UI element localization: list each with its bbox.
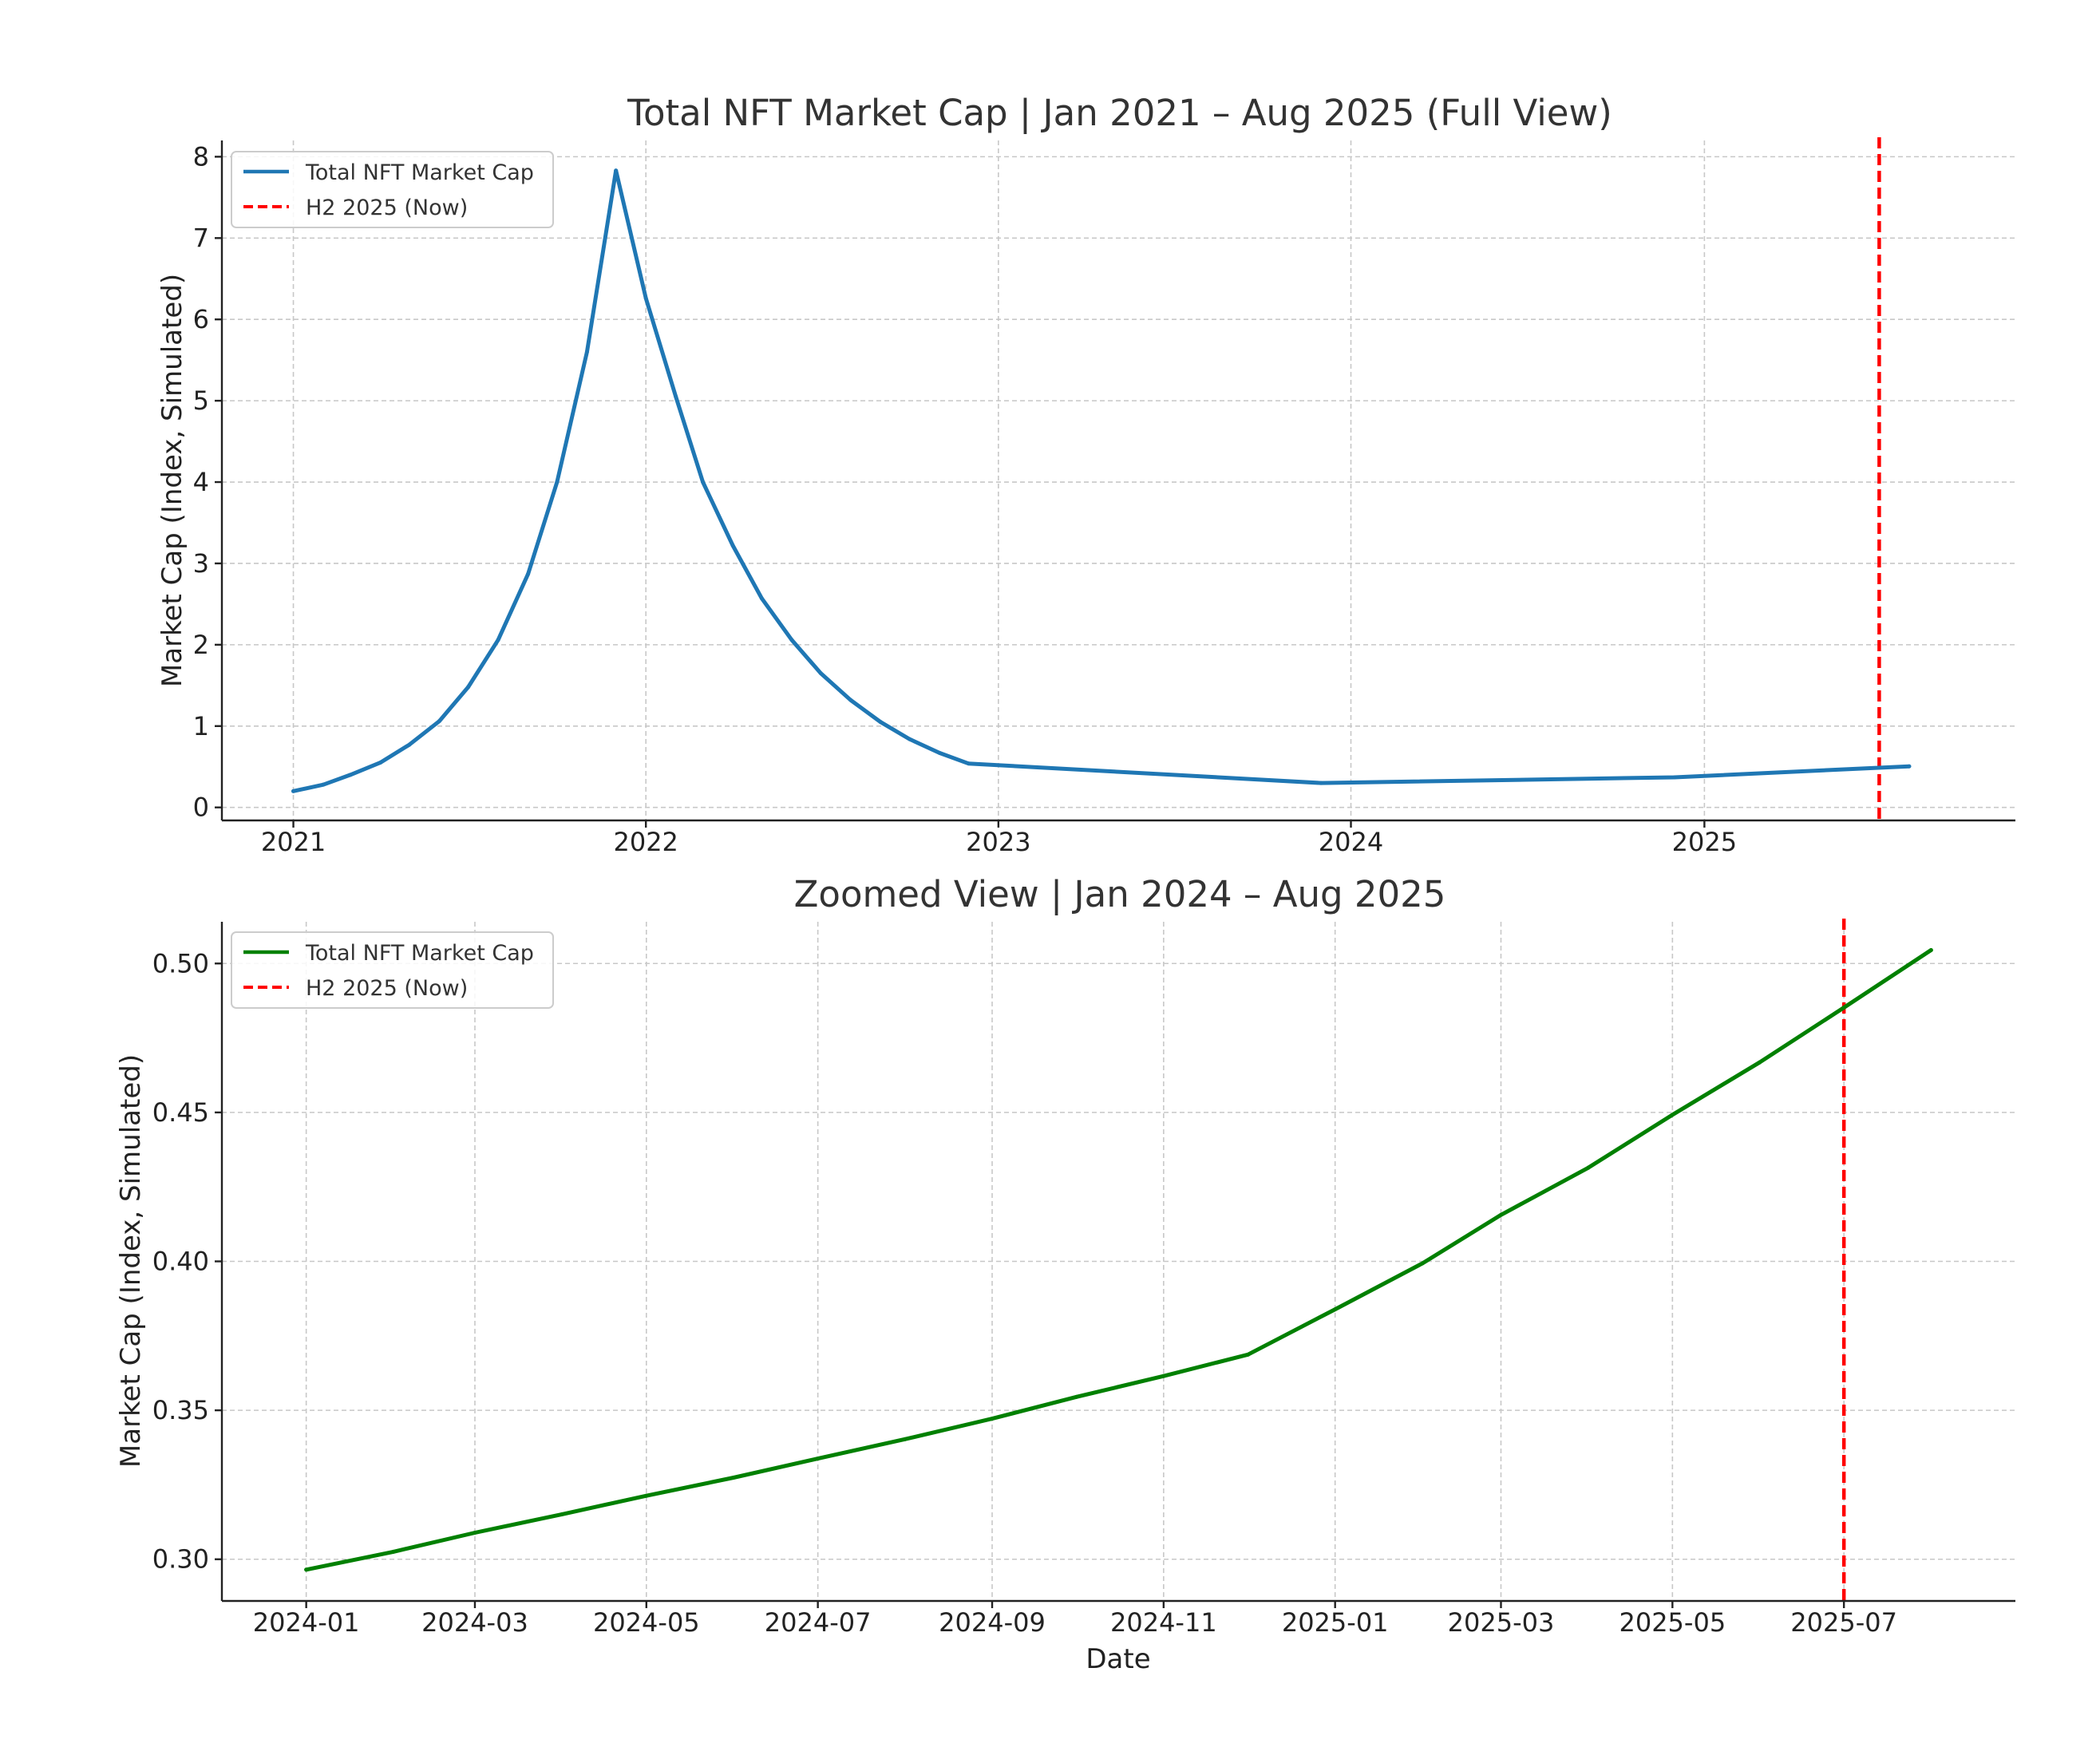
data-point [1586,1165,1591,1170]
data-point [560,1512,564,1516]
data-point [1758,1060,1762,1065]
data-point [731,1475,736,1480]
y-tick-label: 0.40 [152,1247,209,1277]
data-point [1246,1352,1251,1357]
data-point [391,1549,396,1554]
legend: Total NFT Market Cap H2 2025 (Now) [231,931,554,1009]
series-line [304,948,1933,1572]
data-point [701,480,706,484]
legend: Total NFT Market Cap H2 2025 (Now) [231,151,554,228]
data-point [1498,1212,1503,1217]
legend-label-series: Total NFT Market Cap [305,160,534,185]
legend-label-series: Total NFT Market Cap [305,941,534,966]
data-point [937,750,942,755]
data-point [1670,1113,1675,1117]
y-tick-label: 1 [193,711,209,741]
y-tick-label: 0.45 [152,1097,209,1128]
y-axis-label: Market Cap (Index, Simulated) [156,274,188,687]
x-tick-label: 2024-03 [421,1607,528,1638]
legend-frame [231,151,554,228]
data-point [966,761,971,766]
data-point [1074,1394,1079,1399]
data-point [1907,764,1912,769]
data-point [496,638,500,642]
legend-frame [231,931,554,1009]
data-point [789,638,794,642]
data-point [437,719,441,724]
y-axis-label: Market Cap (Index, Simulated) [115,1054,147,1468]
data-point [990,1417,995,1421]
legend-label-now: H2 2025 (Now) [306,196,468,220]
y-tick-label: 8 [193,141,209,172]
x-tick-label: 2022 [613,827,678,857]
chart-title: Total NFT Market Cap | Jan 2021 – Aug 20… [627,92,1612,134]
y-tick-label: 0.30 [152,1544,209,1575]
data-point [644,1493,649,1498]
data-point [730,543,735,548]
x-tick-label: 2025 [1672,827,1737,857]
x-axis-label: Date [1086,1643,1150,1675]
zoomed-view-chart: Zoomed View | Jan 2024 – Aug 2025 2024-0… [115,873,2015,1675]
y-tick-label: 7 [193,223,209,253]
x-tick-label: 2024-07 [765,1607,872,1638]
y-tick-label: 0 [193,792,209,823]
data-point [1333,1307,1338,1312]
y-tick-label: 5 [193,385,209,416]
x-tick-label: 2023 [966,827,1030,857]
data-point [614,168,619,173]
data-point [878,720,883,725]
data-point [348,773,353,777]
data-point [848,698,853,702]
x-tick-label: 2024-09 [939,1607,1046,1638]
x-tick-label: 2025-05 [1619,1607,1726,1638]
y-tick-label: 3 [193,548,209,579]
y-tick-label: 2 [193,630,209,660]
data-point [643,296,648,301]
data-point [1420,1261,1425,1266]
data-point [378,761,382,765]
x-tick-label: 2024-05 [593,1607,700,1638]
data-point [759,596,764,601]
data-point [466,685,471,690]
x-tick-label: 2025-03 [1448,1607,1555,1638]
y-tick-label: 4 [193,467,209,497]
y-tick-label: 6 [193,304,209,334]
data-point [1161,1373,1166,1378]
data-point [407,742,412,747]
data-point [1841,1005,1846,1010]
data-point [908,737,912,741]
data-point [816,1456,821,1461]
x-tick-label: 2024 [1319,827,1383,857]
data-point [526,571,531,576]
data-point [1928,947,1933,952]
data-point [1672,775,1677,780]
data-point [473,1531,477,1536]
series-line [291,168,1912,793]
x-tick-label: 2024-01 [253,1607,360,1638]
x-tick-label: 2024-11 [1110,1607,1217,1638]
full-view-chart: Total NFT Market Cap | Jan 2021 – Aug 20… [156,92,2015,857]
data-point [584,350,589,354]
data-point [903,1437,908,1441]
y-tick-label: 0.35 [152,1395,209,1425]
data-point [321,782,326,787]
data-point [818,671,823,676]
data-point [291,789,296,793]
x-tick-label: 2025-07 [1790,1607,1897,1638]
data-point [1319,781,1323,785]
data-point [304,1567,309,1572]
x-tick-label: 2021 [261,827,326,857]
x-tick-label: 2025-01 [1282,1607,1389,1638]
data-point [674,394,678,399]
y-tick-label: 0.50 [152,948,209,978]
chart-title: Zoomed View | Jan 2024 – Aug 2025 [794,873,1446,915]
legend-label-now: H2 2025 (Now) [306,976,468,1001]
data-point [555,480,560,484]
